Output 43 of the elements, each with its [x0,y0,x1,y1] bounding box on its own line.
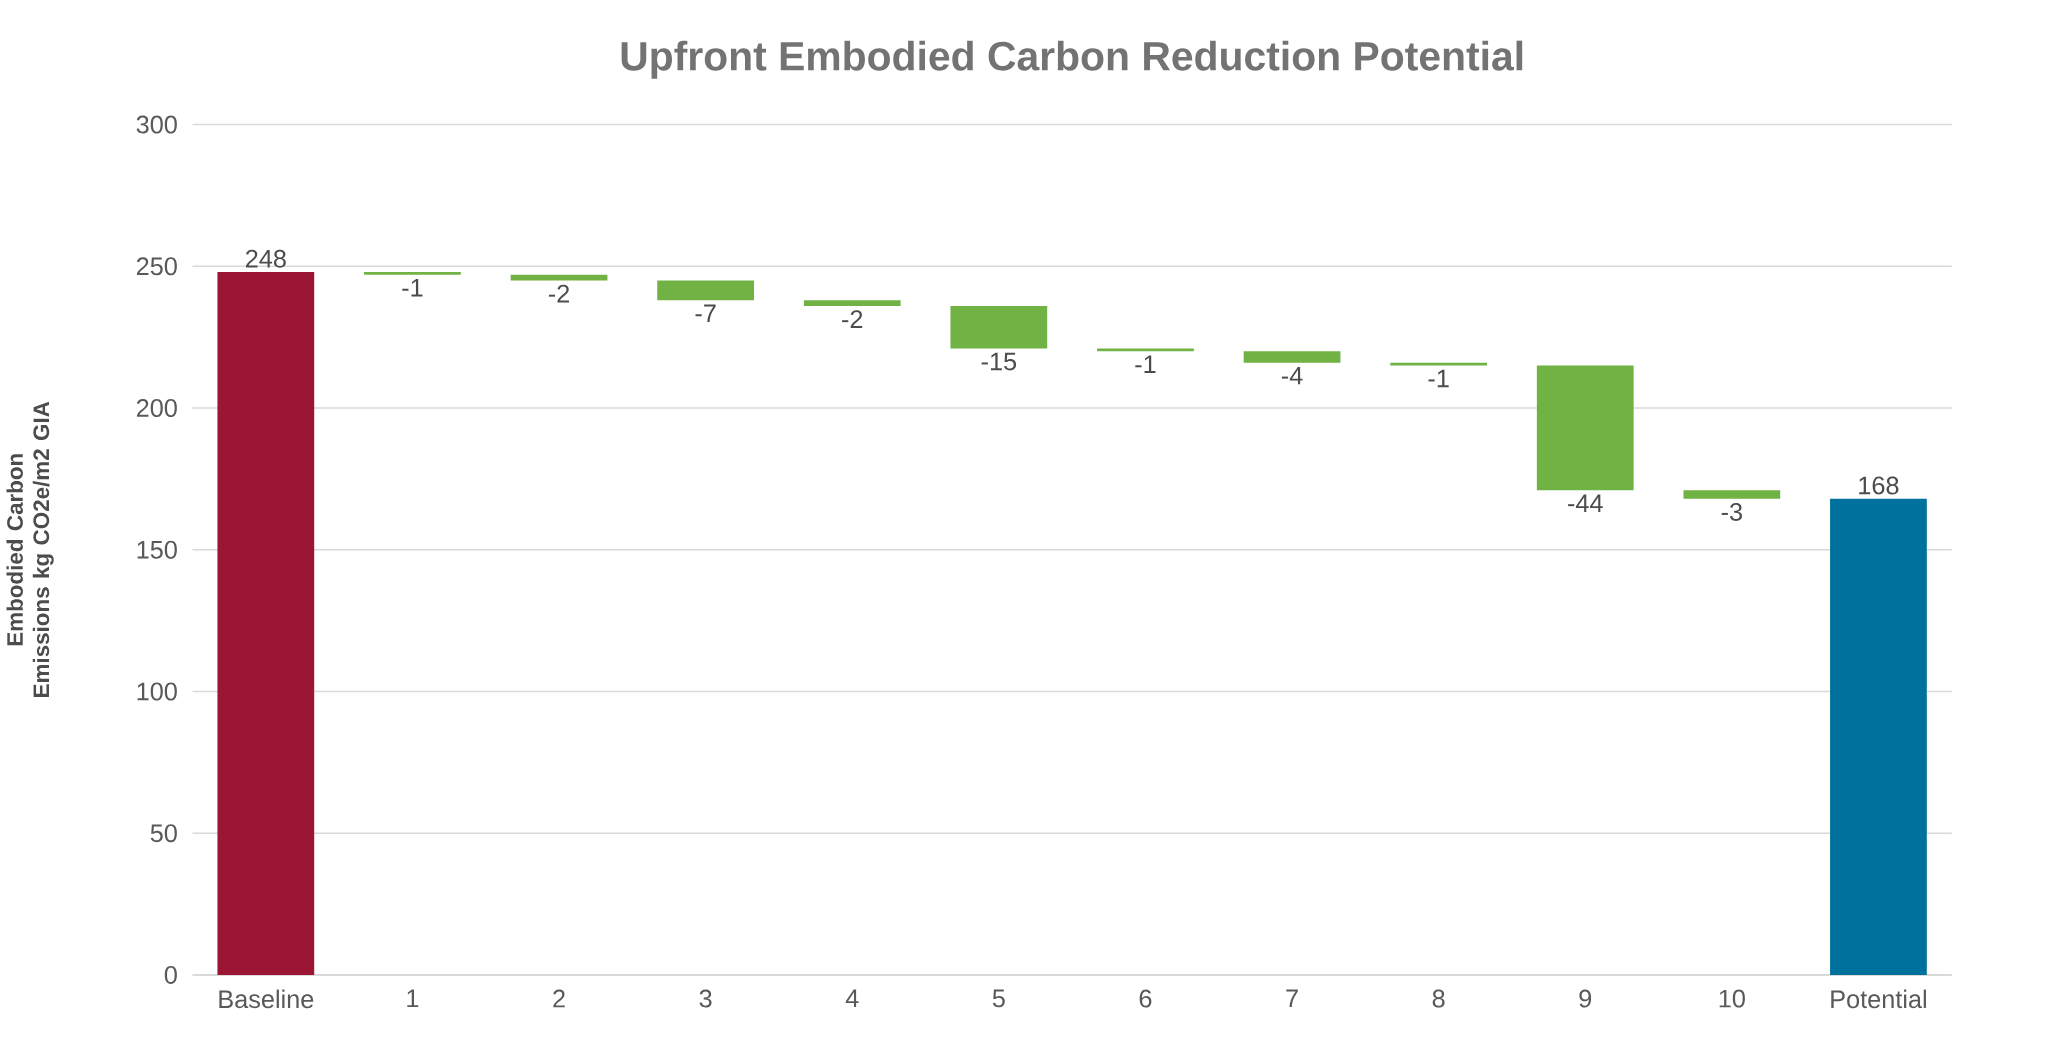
bar [1536,365,1634,491]
bar [1243,351,1341,363]
bar [364,272,461,275]
bar [803,300,901,307]
y-tick-label: 150 [137,540,177,559]
bar [1830,498,1927,976]
x-tick-label: Potential [1831,989,1926,1009]
y-axis-title: Embodied Carbon Emissions kg CO2e/m2 GIA [6,401,54,698]
bar [217,272,315,976]
data-label: 248 [246,249,286,268]
x-tick-label: 4 [845,989,859,1008]
y-tick-label: 50 [150,824,177,843]
x-tick-label: 9 [1579,989,1592,1008]
x-tick-label: Baseline [219,989,314,1009]
data-label: -2 [842,310,863,329]
data-label: -1 [402,279,423,297]
data-label: -3 [1721,503,1742,522]
data-label: 168 [1859,476,1899,495]
data-label: -7 [695,304,716,323]
x-tick-label: 10 [1719,989,1745,1008]
data-label: -1 [1428,369,1449,388]
x-tick-label: 8 [1432,989,1445,1008]
bar [1683,490,1781,499]
x-tick-label: 5 [992,989,1005,1008]
y-tick-label: 0 [164,966,177,985]
bar [1097,348,1194,352]
data-label: -2 [548,284,569,303]
bar [657,280,755,301]
x-tick-label: 7 [1286,989,1298,1008]
x-tick-label: 3 [699,989,712,1008]
y-tick-label: 200 [136,399,177,418]
y-tick-label: 100 [137,682,177,701]
data-label: -44 [1568,494,1603,513]
x-tick-label: 2 [553,989,565,1008]
x-tick-label: 6 [1139,989,1152,1008]
data-label: -15 [981,352,1017,371]
bar [950,306,1048,349]
data-label: -1 [1135,355,1156,374]
y-tick-label: 250 [136,257,177,276]
x-tick-label: 1 [407,989,419,1008]
y-tick-label: 300 [136,115,177,134]
chart-title: Upfront Embodied Carbon Reduction Potential [621,40,1523,79]
data-label: -4 [1281,367,1303,385]
